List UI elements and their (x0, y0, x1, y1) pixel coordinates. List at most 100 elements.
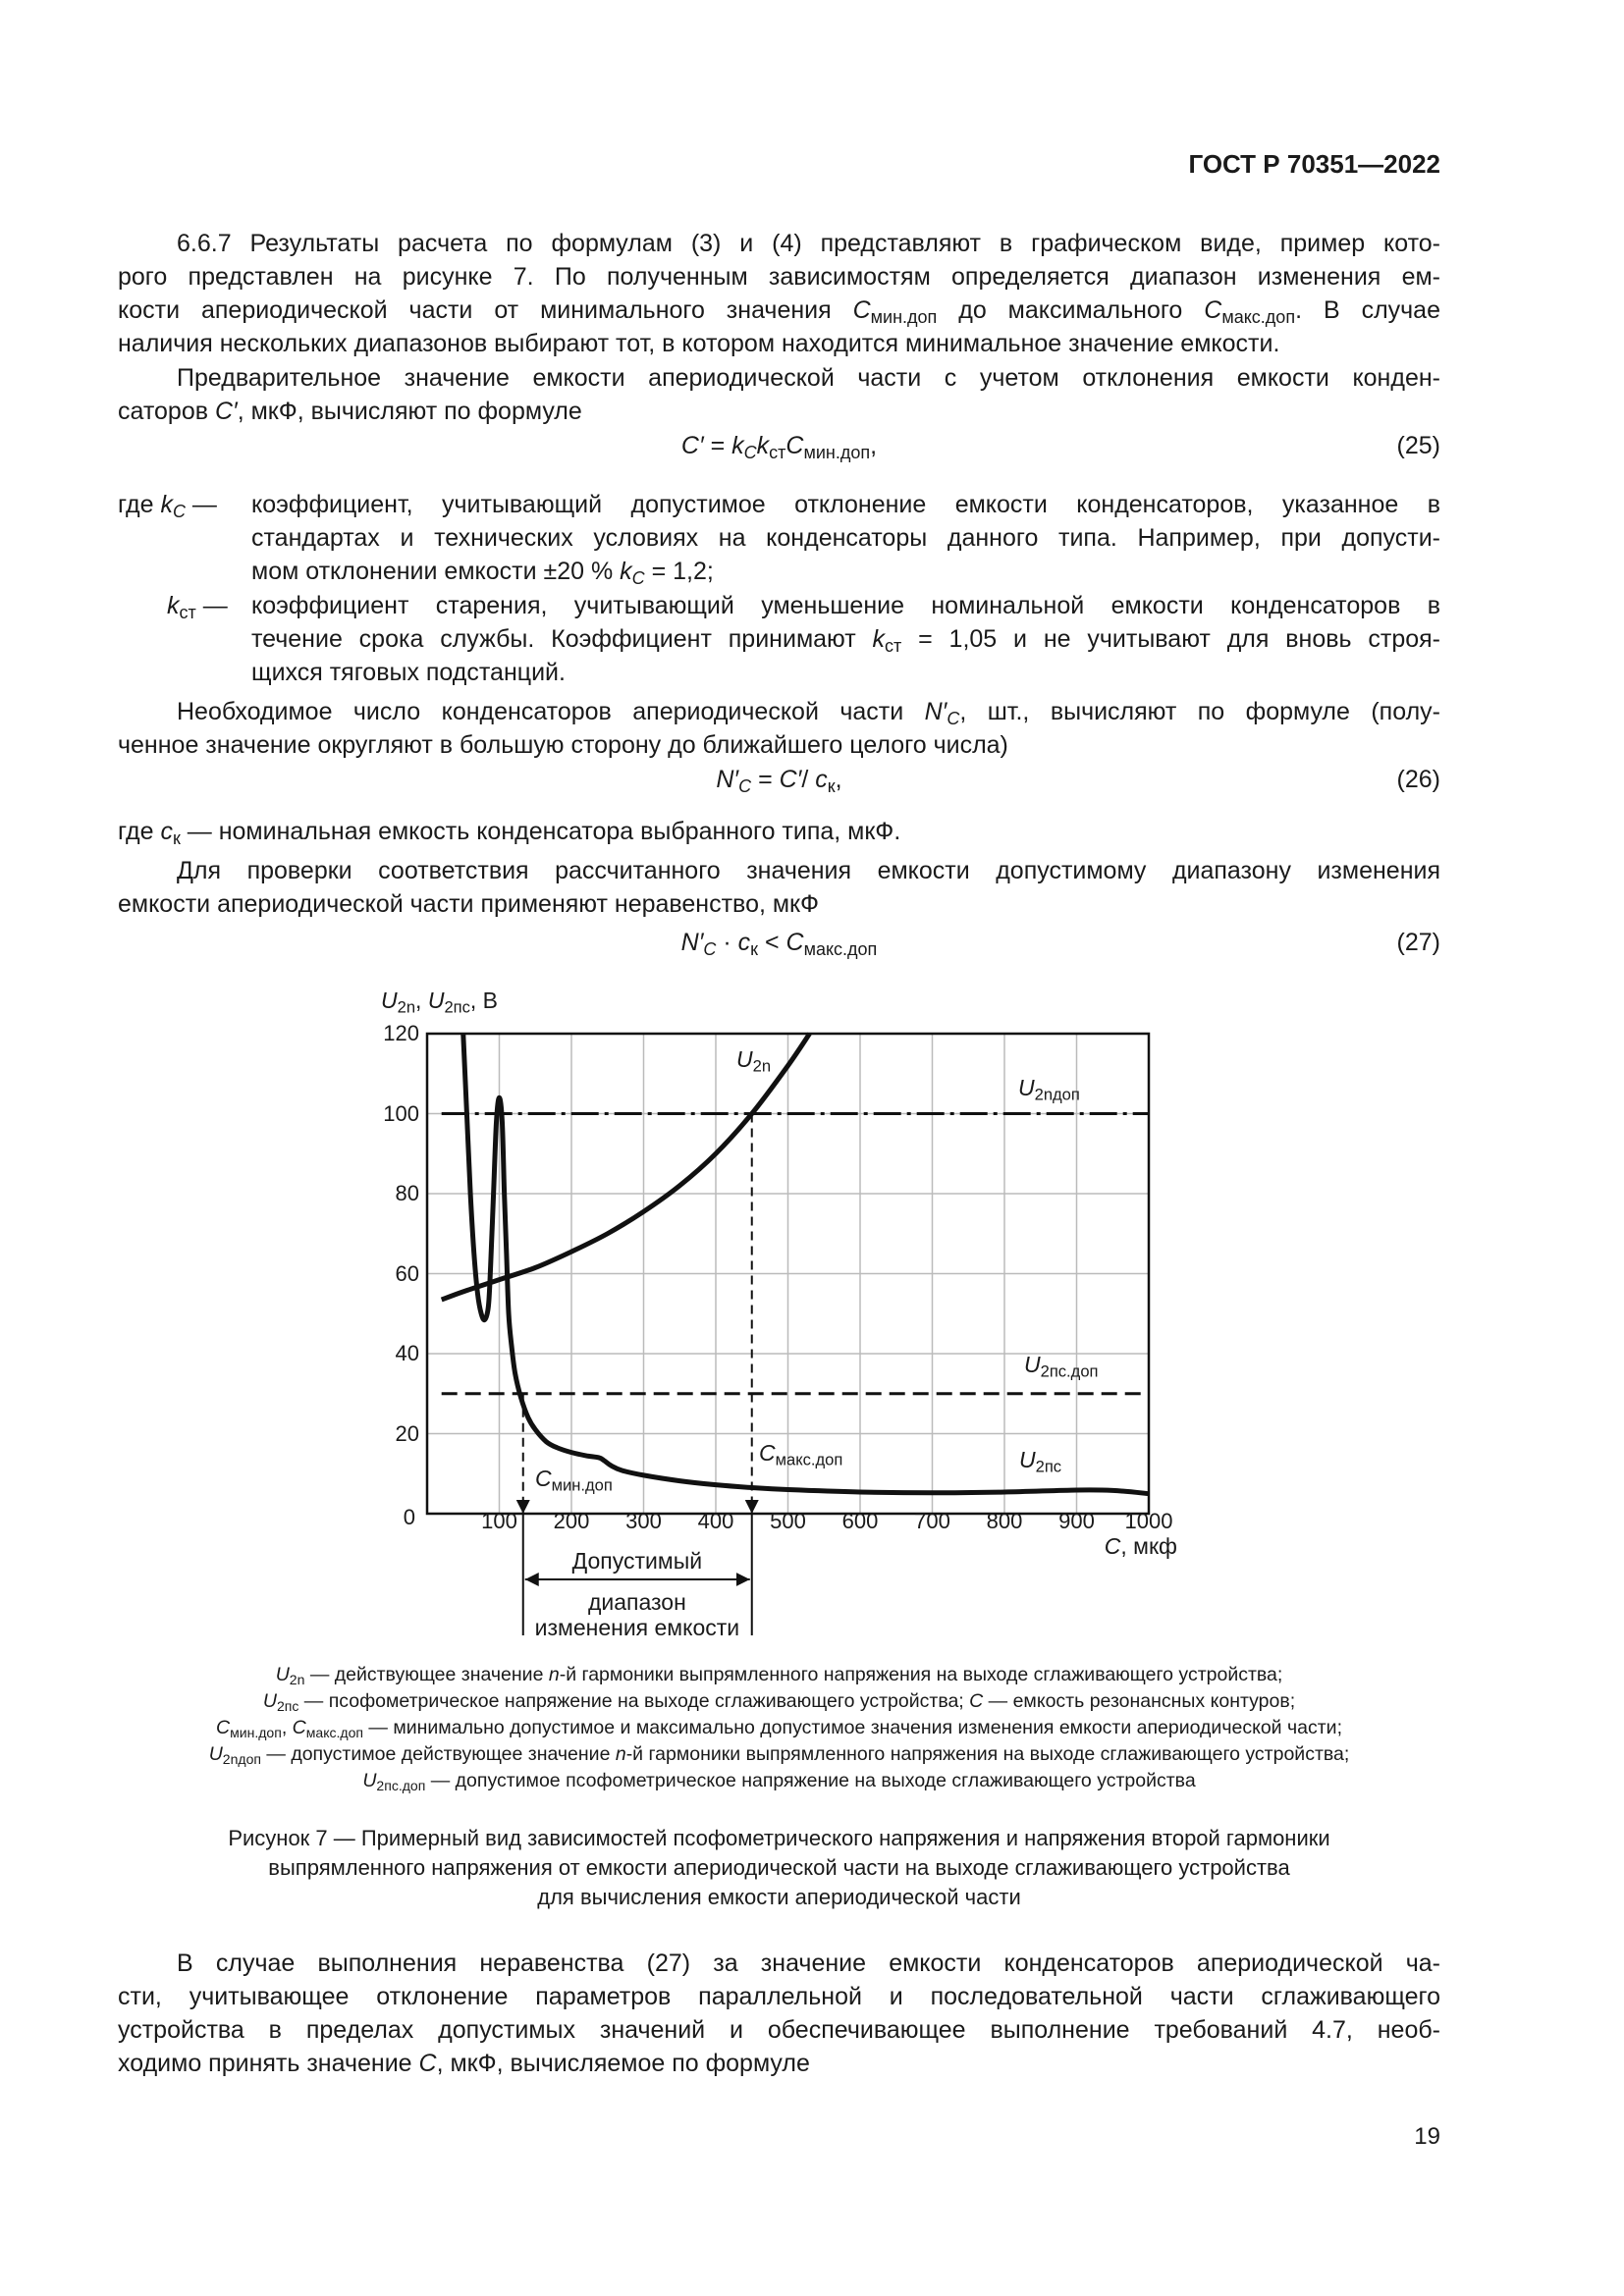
formula-expression: C′ = kCkстCмин.доп, (680, 432, 878, 463)
x-tick-label: 600 (841, 1509, 879, 1533)
threshold-label-U2psdop: U2пс.доп (1024, 1352, 1098, 1379)
formula-26: N′C = C′/ cк, (26) (118, 763, 1440, 796)
math-subscript: к (750, 939, 759, 960)
text-line: течение срока службы. Коэффициент приним… (251, 625, 1440, 657)
text-line: коэффициент старения, учитывающий уменьш… (251, 592, 1440, 619)
range-annotation-line: диапазон (587, 1589, 686, 1615)
x-tick-label: 100 (481, 1509, 517, 1533)
document-header: ГОСТ Р 70351—2022 (1188, 149, 1440, 179)
math-variable: N′ (924, 698, 947, 725)
series-label-U2ps: U2пс (1019, 1447, 1061, 1474)
math-subscript: 2пс.доп (1040, 1362, 1099, 1381)
math-variable: c (737, 929, 751, 956)
marker-label-Cmin: Cмин.доп (535, 1466, 613, 1493)
math-variable: U (1019, 1447, 1036, 1472)
math-subscript: 2n (752, 1056, 772, 1076)
x-tick-label: 900 (1058, 1509, 1095, 1533)
definition-kc: коэффициент, учитывающий допустимое откл… (251, 488, 1440, 588)
x-tick-label: 1000 (1124, 1509, 1173, 1533)
range-annotation-line: Допустимый (571, 1548, 703, 1574)
y-tick-label: 100 (383, 1100, 419, 1126)
math-variable: C (785, 432, 804, 459)
formula-25: C′ = kCkстCмин.доп, (25) (118, 429, 1440, 462)
text-line: щихся тяговых подстанций. (251, 659, 566, 686)
paragraph-check: Для проверки соответствия рассчитанного … (118, 854, 1440, 921)
math-variable: c (160, 818, 173, 845)
math-variable: U (736, 1046, 753, 1072)
formula-expression: N′C · cк < Cмакс.доп (680, 929, 878, 960)
math-variable: U (1018, 1075, 1035, 1100)
math-variable: C (785, 929, 804, 956)
math-variable: C′ (779, 766, 802, 793)
text-line: стандартах и технических условиях на кон… (251, 524, 1440, 552)
math-variable: C (1104, 1533, 1121, 1559)
math-variable: C (216, 1717, 231, 1738)
math-subscript: макс.доп (1221, 307, 1296, 328)
math-variable: N′ (716, 766, 739, 793)
math-variable: k (731, 432, 744, 459)
text-line: ченное значение округляют в большую стор… (118, 731, 1008, 759)
math-subscript: макс.доп (305, 1724, 364, 1740)
math-subscript: 2пс.доп (376, 1777, 426, 1793)
series-curve-U2пс (460, 1033, 1150, 1497)
x-tick-label: 800 (986, 1509, 1023, 1533)
text-line: устройства в пределах допустимых значени… (118, 2016, 1440, 2044)
math-variable: k (756, 432, 770, 459)
definition-ck: где cк — номинальная емкость конденсатор… (118, 815, 1440, 848)
math-variable: N′ (680, 929, 704, 956)
y-tick-label: 120 (383, 1021, 419, 1045)
legend-line: U2n — действующее значение n-й гармоники… (275, 1664, 1283, 1687)
math-variable: C (969, 1690, 984, 1712)
x-tick-label: 300 (625, 1509, 662, 1533)
math-variable: n (548, 1664, 560, 1685)
text-line: саторов C′, мкФ, вычисляют по формуле (118, 398, 582, 425)
math-variable: C (1204, 296, 1222, 324)
math-subscript: C (631, 568, 645, 589)
math-subscript: мин.доп (870, 307, 938, 328)
figure-caption: Рисунок 7 — Примерный вид зависимостей п… (118, 1824, 1440, 1912)
text-line: Предварительное значение емкости апериод… (177, 364, 1440, 392)
math-variable: C (292, 1717, 306, 1738)
math-variable: k (872, 625, 886, 653)
text-line: емкости апериодической части применяют н… (118, 890, 819, 918)
paragraph-6-6-7: 6.6.7 Результаты расчета по формулам (3)… (118, 227, 1440, 360)
text-line: В случае выполнения неравенства (27) за … (177, 1949, 1440, 1977)
formula-number: (27) (1396, 929, 1440, 956)
math-subscript: мин.доп (230, 1724, 282, 1740)
math-subscript: 2nдоп (1034, 1085, 1080, 1104)
x-tick-label: 0 (403, 1505, 415, 1529)
math-variable: U (427, 988, 445, 1013)
series-curve-U2n (440, 1032, 812, 1303)
text-line: кости апериодической части от минимально… (118, 296, 1440, 328)
text-line: наличия нескольких диапазонов выбирают т… (118, 330, 1280, 357)
math-subscript: макс.доп (775, 1450, 843, 1469)
math-subscript: C (738, 776, 752, 797)
math-variable: C (418, 2050, 437, 2077)
text-line: сти, учитывающее отклонение параметров п… (118, 1983, 1440, 2010)
figure-legend: U2n — действующее значение n-й гармоники… (118, 1662, 1440, 1794)
math-subscript: C (947, 709, 960, 729)
x-tick-label: 200 (553, 1509, 590, 1533)
text-line: Необходимое число конденсаторов апериоди… (177, 698, 1440, 729)
math-variable: U (1024, 1352, 1041, 1377)
math-variable: C (535, 1466, 552, 1491)
math-subscript: макс.доп (803, 939, 878, 960)
math-variable: U (381, 988, 398, 1013)
x-axis-label: C, мкф (1104, 1533, 1177, 1559)
math-subscript: ст (179, 603, 196, 623)
y-tick-label: 80 (395, 1181, 419, 1205)
math-variable: n (615, 1743, 626, 1765)
page-number: 19 (1414, 2123, 1440, 2150)
math-variable: k (167, 592, 180, 619)
formula-number: (25) (1396, 432, 1440, 459)
math-variable: U (362, 1770, 377, 1791)
paragraph-final: В случае выполнения неравенства (27) за … (118, 1947, 1440, 2080)
formula-27: N′C · cк < Cмакс.доп (27) (118, 926, 1440, 959)
math-variable: C′ (214, 398, 238, 425)
math-subscript: 2пс (1035, 1457, 1062, 1476)
threshold-label-U2ndop: U2nдоп (1018, 1075, 1080, 1102)
text-line: где cк — номинальная емкость конденсатор… (118, 818, 901, 849)
math-variable: U (208, 1743, 223, 1765)
formula-number: (26) (1396, 766, 1440, 793)
